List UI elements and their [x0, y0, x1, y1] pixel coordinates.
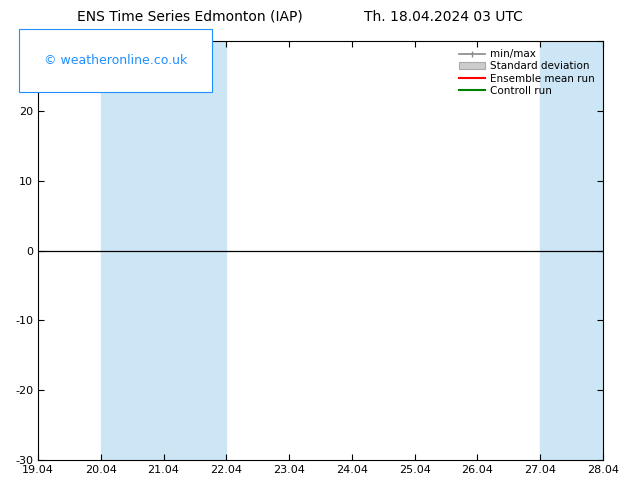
Bar	[101, 41, 164, 460]
Text: Th. 18.04.2024 03 UTC: Th. 18.04.2024 03 UTC	[365, 10, 523, 24]
Text: © weatheronline.co.uk: © weatheronline.co.uk	[44, 53, 187, 67]
Legend: min/max, Standard deviation, Ensemble mean run, Controll run: min/max, Standard deviation, Ensemble me…	[456, 46, 598, 99]
Text: ENS Time Series Edmonton (IAP): ENS Time Series Edmonton (IAP)	[77, 10, 303, 24]
Bar	[164, 41, 226, 460]
Bar	[540, 41, 603, 460]
